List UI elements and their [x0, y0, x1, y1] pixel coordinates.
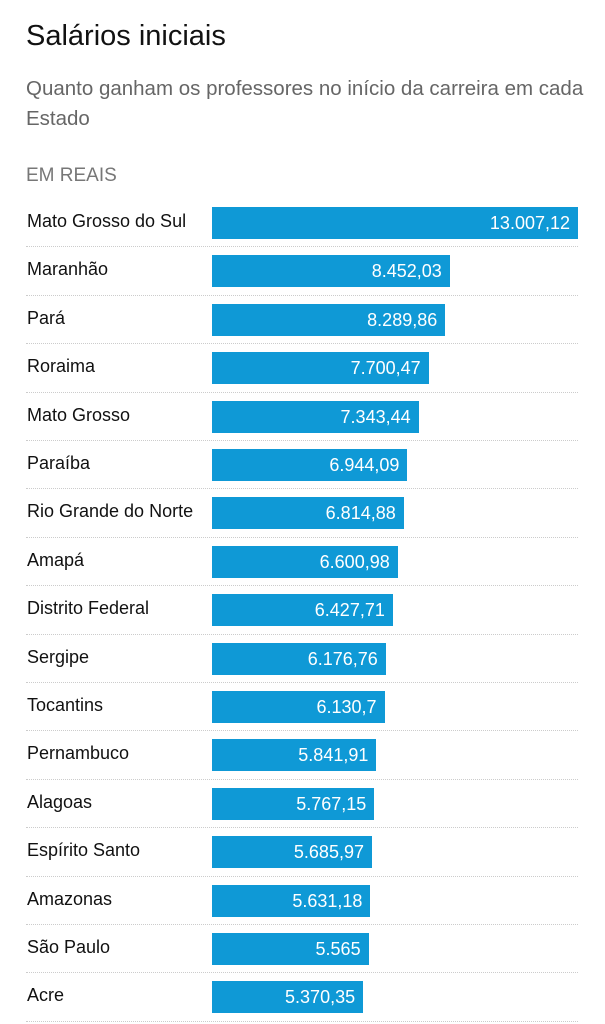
value-label: 7.700,47 — [350, 358, 421, 379]
bar-row: Tocantins 6.130,7 — [26, 683, 578, 732]
bar: 5.370,35 — [212, 981, 364, 1014]
bar: 5.685,97 — [212, 836, 372, 869]
bar-row: Pernambuco 5.841,91 — [26, 731, 578, 780]
value-label: 6.130,7 — [316, 697, 377, 717]
value-label: 5.841,91 — [298, 745, 369, 766]
bar: 5.841,91 — [212, 739, 377, 772]
bar: 6.944,09 — [212, 449, 408, 481]
value-label: 6.600,98 — [319, 551, 390, 572]
category-label: Maranhão — [27, 259, 109, 280]
category-label: Espírito Santo — [27, 840, 141, 861]
value-label: 6.176,76 — [307, 648, 378, 669]
bar: 6.130,7 — [212, 691, 385, 723]
category-label: Mato Grosso — [27, 404, 131, 425]
bar-row: Acre 5.370,35 — [26, 973, 578, 1022]
bar: 7.700,47 — [212, 352, 429, 385]
bar: 6.814,88 — [212, 497, 404, 530]
bar-row: Sergipe 6.176,76 — [26, 635, 578, 683]
category-label: Sergipe — [27, 646, 90, 667]
bar: 6.427,71 — [212, 594, 393, 627]
bar: 8.289,86 — [212, 303, 446, 336]
category-label: Roraima — [27, 356, 96, 377]
bar-row: São Paulo 5.565 — [26, 925, 578, 974]
bar-row: Pará 8.289,86 — [26, 296, 578, 345]
category-label: Rio Grande do Norte — [27, 501, 194, 522]
unit-label: EM REAIS — [26, 165, 117, 186]
value-label: 8.289,86 — [367, 309, 438, 330]
category-label: Pará — [27, 307, 66, 328]
value-label: 7.343,44 — [340, 406, 411, 427]
value-label: 6.814,88 — [325, 503, 396, 524]
bar-row: Espírito Santo 5.685,97 — [26, 828, 578, 877]
bar: 13.007,12 — [212, 207, 578, 239]
bar-row: Rio Grande do Norte 6.814,88 — [26, 489, 578, 538]
category-label: Amazonas — [27, 888, 113, 909]
chart-title: Salários iniciais — [26, 20, 226, 52]
bar: 5.565 — [212, 933, 369, 965]
category-label: Pernambuco — [27, 743, 130, 764]
bar: 8.452,03 — [212, 255, 450, 288]
category-label: Tocantins — [27, 695, 104, 715]
value-label: 5.631,18 — [292, 890, 363, 911]
value-label: 5.565 — [315, 939, 361, 959]
bar-row: Roraima 7.700,47 — [26, 344, 578, 393]
bar-row: Mato Grosso do Sul 13.007,12 — [26, 199, 578, 248]
category-label: Alagoas — [27, 791, 93, 812]
bar-row: Maranhão 8.452,03 — [26, 247, 578, 296]
bar-row: Distrito Federal 6.427,71 — [26, 586, 578, 635]
bar-row: Amapá 6.600,98 — [26, 538, 578, 587]
bar: 5.631,18 — [212, 884, 371, 917]
bar: 7.343,44 — [212, 400, 419, 433]
value-label: 5.370,35 — [285, 987, 356, 1008]
bar-row: Paraíba 6.944,09 — [26, 441, 578, 490]
value-label: 8.452,03 — [371, 261, 442, 282]
category-label: Mato Grosso do Sul — [27, 211, 187, 231]
bar-row: Amazonas 5.631,18 — [26, 877, 578, 925]
value-label: 5.767,15 — [296, 793, 367, 814]
bar-row: Alagoas 5.767,15 — [26, 780, 578, 829]
chart-subtitle: Quanto ganham os professores no início d… — [26, 77, 584, 130]
category-label: São Paulo — [27, 937, 111, 957]
category-label: Paraíba — [27, 453, 91, 473]
bar: 6.600,98 — [212, 545, 398, 578]
bar-row: Mato Grosso 7.343,44 — [26, 393, 578, 441]
bar: 5.767,15 — [212, 787, 375, 820]
value-label: 5.685,97 — [293, 842, 364, 863]
category-label: Amapá — [27, 549, 85, 570]
value-label: 6.944,09 — [329, 455, 400, 475]
value-label: 6.427,71 — [314, 600, 385, 621]
value-label: 13.007,12 — [489, 213, 570, 233]
bar: 6.176,76 — [212, 642, 386, 675]
category-label: Distrito Federal — [27, 598, 150, 619]
category-label: Acre — [27, 985, 65, 1006]
